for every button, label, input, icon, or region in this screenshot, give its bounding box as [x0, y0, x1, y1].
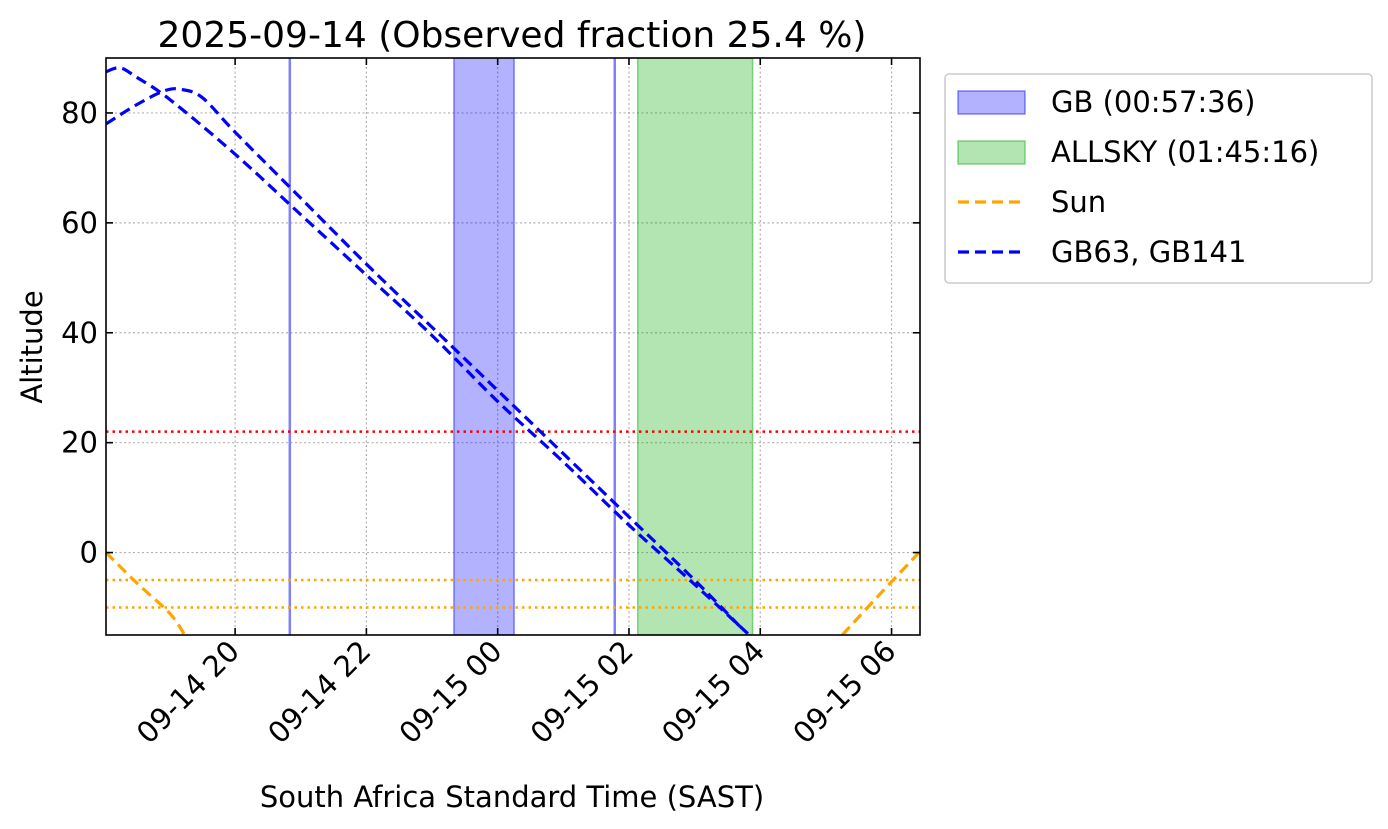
- y-tick-label: 20: [61, 426, 98, 460]
- y-tick-label: 80: [61, 96, 98, 130]
- legend-frame: [944, 73, 1373, 284]
- series-line-sun-evening-: [106, 551, 187, 635]
- x-axis-label: South Africa Standard Time (SAST): [260, 780, 764, 814]
- y-axis-label: Altitude: [15, 290, 49, 403]
- legend-swatch: [957, 140, 1026, 165]
- y-tick-label: 40: [61, 316, 98, 350]
- span-gb: [453, 58, 515, 635]
- legend-label: GB (00:57:36): [1051, 85, 1255, 119]
- legend-label: GB63, GB141: [1051, 235, 1246, 269]
- x-tick-label: 09-15 04: [655, 634, 771, 750]
- axes-frame: [105, 57, 921, 636]
- series-line-gb63: [106, 66, 751, 635]
- series-line-sun-morning-: [841, 550, 920, 635]
- x-tick-label: 09-14 22: [261, 634, 377, 750]
- x-tick-label: 09-15 06: [786, 634, 902, 750]
- y-tick-label: 0: [80, 536, 98, 570]
- legend-label: Sun: [1051, 185, 1106, 219]
- legend-label: ALLSKY (01:45:16): [1051, 135, 1319, 169]
- x-tick-label: 09-15 02: [524, 634, 640, 750]
- series-line-gb141: [106, 87, 745, 632]
- legend-swatch: [957, 90, 1026, 115]
- x-tick-label: 09-14 20: [130, 634, 246, 750]
- span-allsky: [636, 58, 754, 635]
- legend: GB (00:57:36) ALLSKY (01:45:16) Sun GB63, G…: [944, 73, 1373, 284]
- x-tick-label: 09-15 00: [392, 634, 508, 750]
- y-tick-label: 60: [61, 206, 98, 240]
- chart-title: 2025-09-14 (Observed fraction 25.4 %): [158, 15, 867, 56]
